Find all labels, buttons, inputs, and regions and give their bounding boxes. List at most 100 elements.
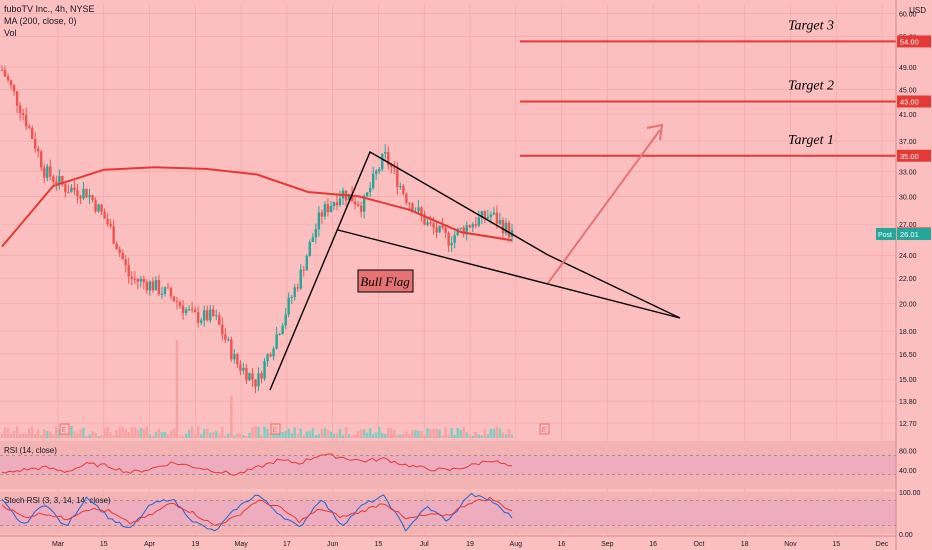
pane-series-line bbox=[1, 453, 513, 476]
earnings-letter: E bbox=[542, 427, 547, 434]
price-tick-label: 12.70 bbox=[899, 421, 917, 428]
legend-symbol[interactable]: fuboTV Inc., 4h, NYSE bbox=[4, 4, 95, 14]
volume-bar bbox=[414, 429, 417, 438]
flag-pole-line bbox=[269, 150, 549, 391]
volume-bar bbox=[344, 427, 348, 438]
time-tick-label: Dec bbox=[876, 541, 889, 548]
volume-bar bbox=[254, 426, 257, 438]
candle-body bbox=[85, 188, 88, 198]
volume-bar bbox=[387, 427, 390, 438]
candle-body bbox=[471, 224, 474, 228]
volume-bar bbox=[112, 435, 115, 438]
volume-bar bbox=[145, 426, 149, 438]
candle-body bbox=[27, 126, 31, 129]
volume-bar bbox=[371, 434, 375, 438]
volume-bar bbox=[193, 433, 197, 438]
volume-bar bbox=[390, 428, 393, 438]
candle-body bbox=[462, 227, 465, 235]
candle-body bbox=[248, 373, 251, 381]
price-tick-label: 27.00 bbox=[899, 222, 917, 229]
volume-bar bbox=[456, 427, 459, 438]
candle-body bbox=[311, 237, 315, 242]
bull-flag-label: Bull Flag bbox=[360, 274, 410, 289]
candle-body bbox=[305, 256, 308, 271]
volume-bar bbox=[40, 435, 43, 438]
volume-bar bbox=[375, 432, 378, 438]
legend-vol[interactable]: Vol bbox=[4, 28, 17, 38]
legend-ma[interactable]: MA (200, close, 0) bbox=[4, 16, 77, 26]
time-tick-label: Jun bbox=[327, 541, 338, 548]
candle-body bbox=[423, 214, 426, 225]
volume-bar bbox=[24, 433, 28, 438]
candle-body bbox=[70, 187, 73, 193]
candle-body bbox=[474, 224, 477, 226]
candle-body bbox=[353, 201, 357, 205]
price-tick-label: 49.00 bbox=[899, 65, 917, 72]
candle-body bbox=[399, 185, 402, 187]
volume-bar bbox=[353, 434, 357, 438]
candle-body bbox=[100, 204, 103, 212]
candle-body bbox=[402, 185, 405, 194]
volume-bar bbox=[166, 434, 170, 438]
price-axis-bg bbox=[896, 0, 932, 550]
drawings[interactable]: Target 3 Target 2 Target 1 Bull Flag E E E bbox=[59, 18, 896, 435]
earnings-icon bbox=[539, 423, 550, 435]
candle-body bbox=[435, 227, 438, 233]
price-tick-label: 22.00 bbox=[899, 276, 917, 283]
volume-bar bbox=[187, 429, 191, 438]
volume-bar bbox=[130, 426, 133, 438]
volume-bar bbox=[323, 428, 327, 438]
candle-body bbox=[88, 195, 91, 198]
candle-body bbox=[293, 287, 296, 297]
candle-body bbox=[245, 368, 248, 381]
volume-bar bbox=[335, 433, 339, 438]
candle-body bbox=[438, 225, 441, 233]
candle-body bbox=[109, 223, 112, 227]
candle-body bbox=[154, 280, 158, 291]
volume-bar bbox=[453, 435, 456, 438]
price-label-value: 43.00 bbox=[900, 97, 919, 106]
volume-bar bbox=[121, 427, 124, 438]
price-label-bg bbox=[897, 228, 931, 241]
time-tick-label: Oct bbox=[693, 541, 704, 548]
bull-flag-box bbox=[357, 269, 414, 293]
price-axis[interactable]: 60.0055.0049.0045.0041.0037.0033.0030.00… bbox=[876, 0, 932, 550]
candle-body bbox=[136, 278, 139, 282]
volume-bar bbox=[311, 428, 315, 438]
volume-bar bbox=[79, 429, 82, 438]
volume-bar bbox=[67, 432, 70, 438]
price-tick-label: 45.00 bbox=[899, 87, 917, 94]
time-axis[interactable]: Mar 15 Apr 19 May 17 Jun 15 Jul 19 Aug 16 Sep 16 Oct 18… bbox=[0, 535, 896, 548]
candle-body bbox=[46, 166, 49, 178]
volume-bar bbox=[106, 426, 109, 438]
pane-tick-label: 100.00 bbox=[899, 490, 921, 497]
price-label-value: 26.01 bbox=[900, 230, 919, 239]
candle-body bbox=[429, 222, 432, 224]
candle-body bbox=[151, 281, 155, 291]
volume-bar bbox=[498, 428, 502, 438]
candle-body bbox=[492, 212, 496, 215]
volume-bar bbox=[459, 429, 462, 438]
candle-body bbox=[24, 115, 28, 127]
volume-bar bbox=[308, 431, 312, 438]
candle-body bbox=[178, 302, 182, 306]
volume-bar bbox=[136, 430, 139, 438]
price-tick-label: 41.00 bbox=[899, 112, 917, 119]
candle-body bbox=[468, 225, 471, 228]
volume-bar bbox=[320, 429, 324, 438]
candle-body bbox=[411, 203, 414, 212]
candle-body bbox=[206, 310, 209, 321]
volume-bar bbox=[6, 428, 10, 438]
volume-bar bbox=[287, 428, 290, 438]
candle-body bbox=[181, 305, 185, 314]
candle-body bbox=[49, 166, 52, 177]
candle-body bbox=[483, 211, 487, 219]
candle-body bbox=[477, 217, 481, 226]
volume-bar bbox=[199, 434, 203, 438]
candle-body bbox=[30, 128, 34, 139]
volume-bar bbox=[218, 434, 221, 438]
volume-bar bbox=[432, 428, 435, 438]
candle-body bbox=[260, 373, 263, 379]
volume-bar bbox=[30, 426, 34, 438]
